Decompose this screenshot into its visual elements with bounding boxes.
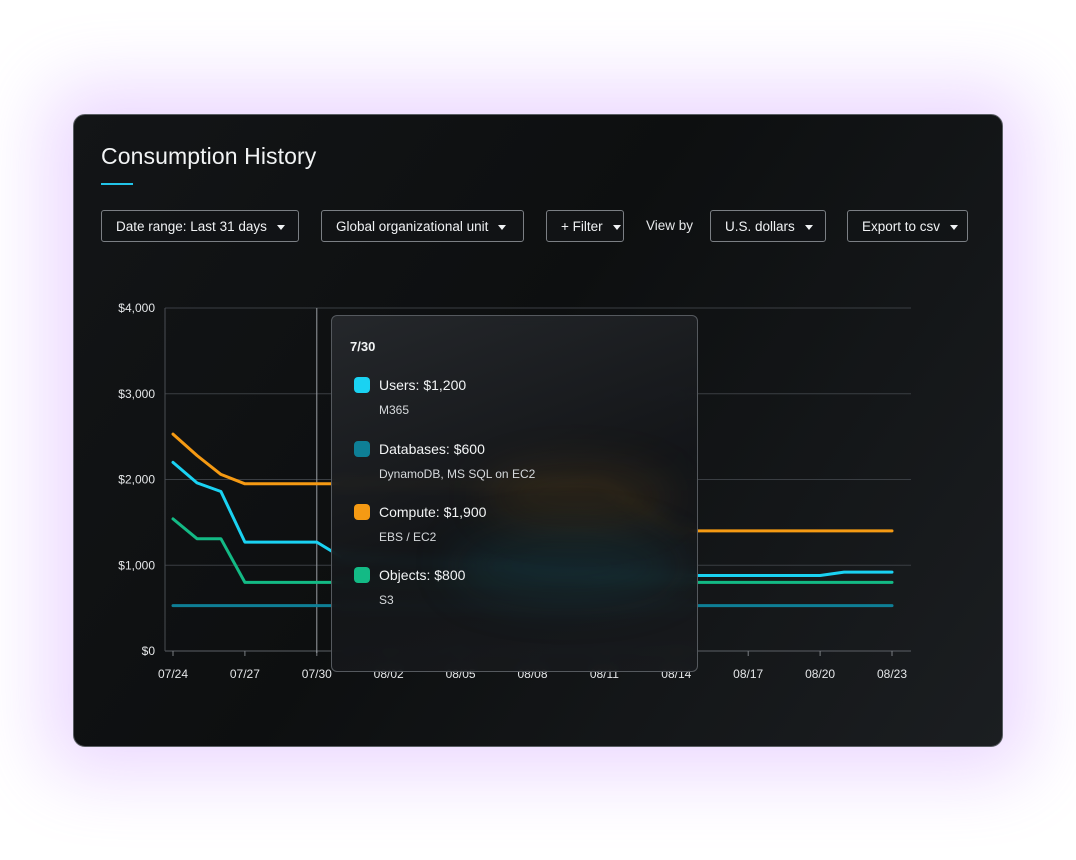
org-unit-label: Global organizational unit: [336, 218, 489, 234]
page-title: Consumption History: [101, 143, 317, 169]
currency-dropdown[interactable]: U.S. dollars: [710, 210, 826, 242]
filter-label: + Filter: [561, 218, 603, 234]
currency-label: U.S. dollars: [725, 218, 795, 234]
tooltip-item-detail: DynamoDB, MS SQL on EC2: [379, 467, 536, 481]
legend-swatch: [354, 377, 370, 393]
tooltip-date: 7/30: [350, 339, 376, 354]
caret-down-icon: [804, 224, 813, 230]
caret-down-icon: [276, 224, 285, 230]
org-unit-dropdown[interactable]: Global organizational unit: [321, 210, 524, 242]
tooltip-item-label: Objects: $800: [379, 567, 466, 583]
x-tick-label: 08/17: [733, 667, 763, 681]
x-tick-label: 08/23: [877, 667, 907, 681]
y-tick-label: $4,000: [118, 301, 155, 315]
caret-down-icon: [950, 224, 959, 230]
y-tick-label: $3,000: [118, 387, 155, 401]
tooltip-item-detail: M365: [379, 403, 410, 417]
date-range-label: Date range: Last 31 days: [116, 218, 267, 234]
date-range-dropdown[interactable]: Date range: Last 31 days: [101, 210, 299, 242]
chart-tooltip: 7/30 Users: $1,200 M365 Databases: $600 Dyn…: [331, 315, 698, 672]
tooltip-item-label: Databases: $600: [379, 441, 485, 457]
tooltip-item-label: Users: $1,200: [379, 377, 467, 393]
tooltip-item-detail: EBS / EC2: [379, 530, 437, 544]
view-by-label: View by: [646, 218, 694, 233]
x-tick-label: 07/24: [158, 667, 188, 681]
caret-down-icon: [498, 224, 507, 230]
x-tick-label: 07/30: [302, 667, 332, 681]
consumption-history-card: Consumption History Date range: Last 31 …: [73, 114, 1003, 747]
y-tick-label: $1,000: [118, 558, 155, 572]
export-label: Export to csv: [862, 218, 941, 234]
export-csv-dropdown[interactable]: Export to csv: [847, 210, 968, 242]
y-tick-label: $2,000: [118, 473, 155, 487]
title-underline: [101, 183, 133, 185]
tooltip-item-label: Compute: $1,900: [379, 504, 487, 520]
y-tick-label: $0: [142, 644, 156, 658]
x-tick-label: 08/20: [805, 667, 835, 681]
legend-swatch: [354, 441, 370, 457]
tooltip-item-detail: S3: [379, 593, 394, 607]
x-tick-label: 07/27: [230, 667, 260, 681]
tooltip-glow: [452, 531, 682, 601]
filter-button[interactable]: + Filter: [546, 210, 624, 242]
legend-swatch: [354, 567, 370, 583]
caret-down-icon: [612, 224, 621, 230]
legend-swatch: [354, 504, 370, 520]
